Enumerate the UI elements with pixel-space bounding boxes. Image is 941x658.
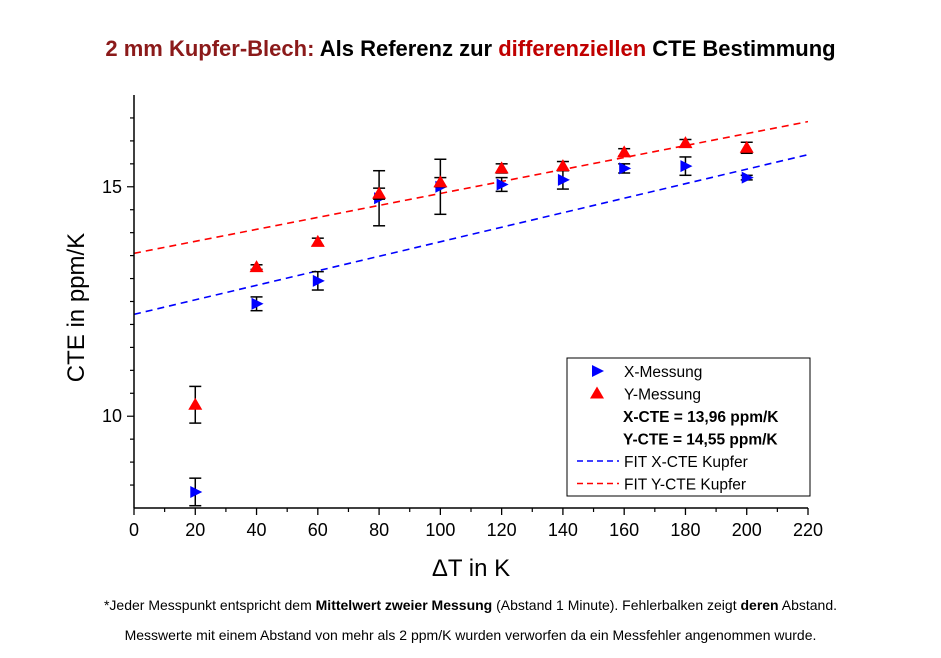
point-y-messung — [249, 260, 264, 273]
point-x-messung — [496, 178, 509, 191]
title-part-4: CTE Bestimmung — [646, 36, 836, 61]
chart-title: 2 mm Kupfer-Blech: Als Referenz zur diff… — [0, 36, 941, 62]
fit-line-1 — [134, 153, 808, 316]
x-tick-label: 60 — [308, 520, 328, 540]
footnote-1: *Jeder Messpunkt entspricht dem Mittelwe… — [0, 597, 941, 613]
point-y-messung — [617, 145, 632, 158]
point-y-messung — [678, 136, 693, 149]
y-tick-label: 15 — [102, 177, 122, 197]
legend-label: X-CTE = 13,96 ppm/K — [623, 409, 779, 426]
footnote-1-c: (Abstand 1 Minute). Fehlerbalken zeigt — [492, 597, 741, 613]
x-axis-label: ΔT in K — [432, 555, 510, 582]
legend-label: X-Messung — [624, 364, 702, 381]
x-tick-label: 40 — [247, 520, 267, 540]
point-x-messung — [312, 274, 325, 287]
title-part-2: Als Referenz zur — [314, 36, 499, 61]
y-axis-label: CTE in ppm/K — [63, 233, 90, 382]
legend-box — [566, 357, 811, 497]
point-y-messung — [188, 397, 203, 410]
point-y-messung — [433, 175, 448, 188]
x-tick-label: 100 — [425, 520, 455, 540]
legend-label: FIT Y-CTE Kupfer — [624, 477, 746, 494]
footnote-1-e: Abstand. — [778, 597, 837, 613]
x-tick-label: 0 — [129, 520, 139, 540]
point-x-messung — [557, 173, 570, 186]
legend-label: FIT X-CTE Kupfer — [624, 454, 748, 471]
x-tick-label: 20 — [185, 520, 205, 540]
x-tick-label: 180 — [670, 520, 700, 540]
legend-label: Y-Messung — [624, 387, 701, 404]
point-y-messung — [372, 186, 387, 199]
x-tick-label: 220 — [793, 520, 823, 540]
legend-marker-y — [590, 386, 604, 399]
point-x-messung — [190, 485, 203, 498]
point-y-messung — [310, 234, 325, 247]
title-part-3: differenziellen — [498, 36, 647, 61]
legend-marker-x — [592, 365, 604, 377]
point-y-messung — [494, 161, 509, 174]
point-x-messung — [741, 171, 754, 184]
x-tick-label: 120 — [487, 520, 517, 540]
x-tick-label: 80 — [369, 520, 389, 540]
x-tick-label: 200 — [732, 520, 762, 540]
fit-line-2 — [134, 120, 808, 255]
point-x-messung — [680, 160, 693, 173]
footnote-1-d: deren — [740, 597, 779, 613]
title-part-1: 2 mm Kupfer-Blech: — [105, 36, 315, 61]
scatter-chart: 0 20 40 60 80 100 120 140 160 180 200 220 10 15 ΔT in … — [63, 95, 823, 582]
x-tick-label: 140 — [548, 520, 578, 540]
point-y-messung — [739, 140, 754, 153]
point-y-messung — [555, 159, 570, 172]
point-x-messung — [251, 297, 264, 310]
footnote-2: Messwerte mit einem Abstand von mehr als… — [124, 627, 817, 643]
footnote-1-b: Mittelwert zweier Messung — [315, 597, 493, 613]
footnote-1-a: *Jeder Messpunkt entspricht dem — [103, 597, 316, 613]
y-tick-label: 10 — [102, 406, 122, 426]
point-x-messung — [619, 162, 632, 175]
legend-label: Y-CTE = 14,55 ppm/K — [623, 432, 778, 449]
x-tick-label: 160 — [609, 520, 639, 540]
